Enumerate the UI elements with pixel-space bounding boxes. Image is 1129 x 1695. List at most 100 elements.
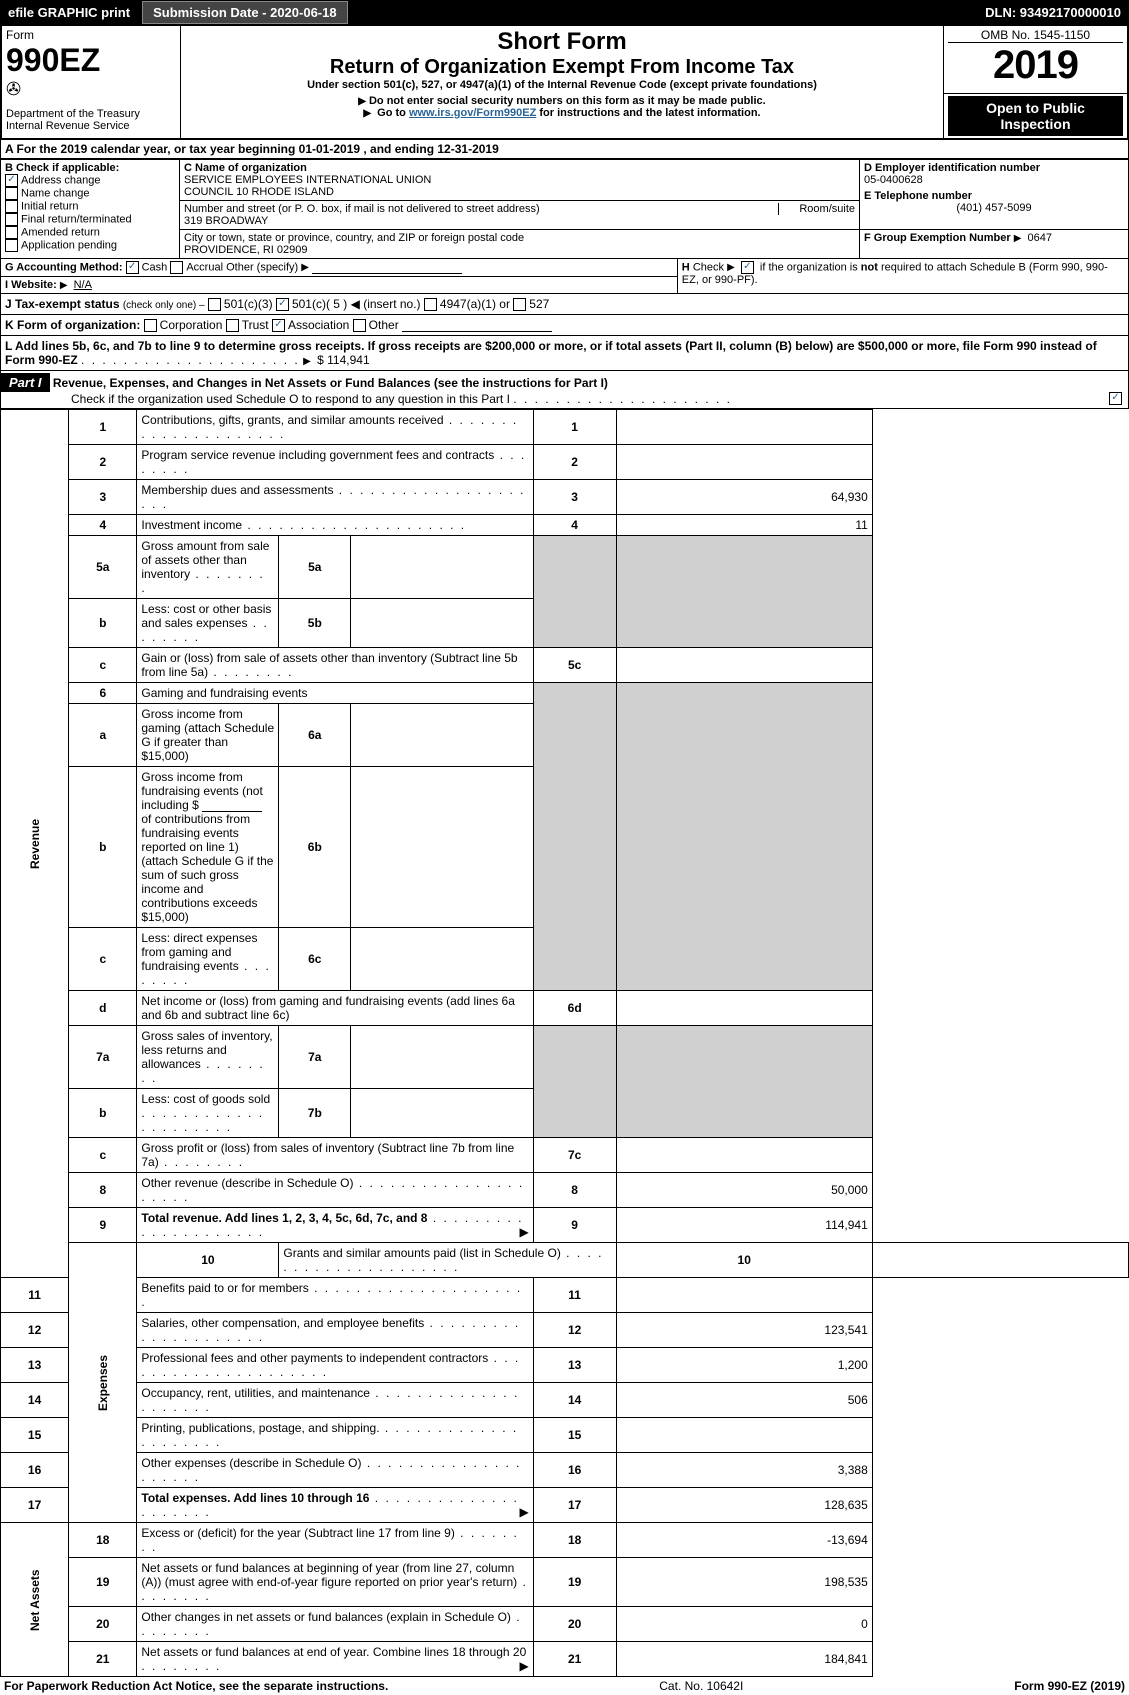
goto-pre: Go to <box>377 107 409 119</box>
row-no: 4 <box>69 515 137 536</box>
row-text: Other revenue (describe in Schedule O) <box>137 1173 533 1208</box>
org-name-2: COUNCIL 10 RHODE ISLAND <box>184 186 334 198</box>
row-text: Less: cost or other basis and sales expe… <box>137 599 279 648</box>
checkbox-icon <box>5 213 18 226</box>
check-app-pending[interactable]: Application pending <box>5 239 175 252</box>
j-4947: 4947(a)(1) or <box>440 297 510 311</box>
under-section-text: Under section 501(c), 527, or 4947(a)(1)… <box>185 79 939 91</box>
amount-cell: 114,941 <box>616 1208 872 1243</box>
goto-post: for instructions and the latest informat… <box>539 107 760 119</box>
row-no: c <box>69 928 137 991</box>
checkbox-icon[interactable] <box>126 261 139 274</box>
check-final-return[interactable]: Final return/terminated <box>5 213 175 226</box>
row-no: 1 <box>69 410 137 445</box>
line-ref: 11 <box>533 1278 616 1313</box>
amount-cell <box>616 991 872 1026</box>
row-text: Excess or (deficit) for the year (Subtra… <box>137 1523 533 1558</box>
expenses-side-label: Expenses <box>69 1243 137 1523</box>
checkbox-icon[interactable] <box>226 319 239 332</box>
check-name-change[interactable]: Name change <box>5 187 175 200</box>
contrib-input[interactable] <box>202 799 262 812</box>
dept-label: Department of the Treasury <box>6 108 176 120</box>
g-cash: Cash <box>142 261 168 273</box>
amount-cell: 506 <box>616 1383 872 1418</box>
checkbox-icon[interactable] <box>1109 392 1122 405</box>
row-text: Membership dues and assessments <box>137 480 533 515</box>
sub-amount-cell <box>351 536 533 599</box>
grey-cell <box>616 683 872 704</box>
short-form-title: Short Form <box>185 28 939 56</box>
checkbox-icon[interactable] <box>353 319 366 332</box>
section-a-tax-year: A For the 2019 calendar year, or tax yea… <box>0 140 1129 159</box>
return-title: Return of Organization Exempt From Incom… <box>185 56 939 79</box>
checkbox-icon[interactable] <box>513 298 526 311</box>
form-header-table: Form 990EZ ✇ Department of the Treasury … <box>0 24 1129 140</box>
room-label: Room/suite <box>778 203 855 215</box>
goto-arrow-icon <box>363 107 374 119</box>
line-ref: 3 <box>533 480 616 515</box>
sub-line-ref: 5a <box>279 536 351 599</box>
row-no: 10 <box>137 1243 279 1278</box>
amount-cell <box>616 1138 872 1173</box>
row-text: Gross income from fundraising events (no… <box>137 767 279 928</box>
h-check-word: Check <box>693 261 724 273</box>
open-public-cell: Open to Public Inspection <box>944 93 1129 139</box>
row-text: Investment income <box>137 515 533 536</box>
row-text: Benefits paid to or for members <box>137 1278 533 1313</box>
line-ref: 20 <box>533 1607 616 1642</box>
row-no: a <box>69 704 137 767</box>
row-no: 13 <box>1 1348 69 1383</box>
group-exemption-value: 0647 <box>1028 232 1052 244</box>
sub-line-ref: 6a <box>279 704 351 767</box>
k-other: Other <box>369 318 399 332</box>
line-k-row: K Form of organization: Corporation Trus… <box>0 315 1129 336</box>
arrow-icon <box>727 261 738 273</box>
g-accrual: Accrual <box>186 261 223 273</box>
row-text: Contributions, gifts, grants, and simila… <box>137 410 533 445</box>
phone-value: (401) 457-5099 <box>864 202 1124 214</box>
checkbox-icon[interactable] <box>208 298 221 311</box>
amount-cell: 184,841 <box>616 1642 872 1677</box>
checkbox-icon[interactable] <box>272 319 285 332</box>
checkbox-icon[interactable] <box>424 298 437 311</box>
sub-line-ref: 6b <box>279 767 351 928</box>
box-c-city-cell: City or town, state or province, country… <box>180 229 860 258</box>
checkbox-icon[interactable] <box>276 298 289 311</box>
top-bar: efile GRAPHIC print Submission Date - 20… <box>0 0 1129 24</box>
part1-header-row: Part I Revenue, Expenses, and Changes in… <box>0 371 1129 409</box>
k-other-input[interactable] <box>402 319 552 332</box>
g-other-input[interactable] <box>312 261 462 274</box>
box-b-cell: B Check if applicable: Address change Na… <box>1 159 180 258</box>
irs-link[interactable]: www.irs.gov/Form990EZ <box>409 107 536 119</box>
line-j-row: J Tax-exempt status (check only one) ‒ 5… <box>0 294 1129 315</box>
row-no: c <box>69 1138 137 1173</box>
check-amended[interactable]: Amended return <box>5 226 175 239</box>
row-no: 12 <box>1 1313 69 1348</box>
city-value: PROVIDENCE, RI 02909 <box>184 244 308 256</box>
amount-cell <box>616 445 872 480</box>
row-no: b <box>69 599 137 648</box>
h-text: if the organization is <box>760 261 861 273</box>
row-text: Total expenses. Add lines 10 through 16▶ <box>137 1488 533 1523</box>
form-number: 990EZ <box>6 42 176 79</box>
checkbox-icon <box>5 174 18 187</box>
org-name: SERVICE EMPLOYEES INTERNATIONAL UNION <box>184 174 431 186</box>
amount-cell <box>616 410 872 445</box>
line-j-label: J Tax-exempt status <box>5 297 120 311</box>
row-text: Gaming and fundraising events <box>137 683 533 704</box>
omb-number: OMB No. 1545-1150 <box>948 28 1123 43</box>
line-ref: 1 <box>533 410 616 445</box>
row-text: Gross amount from sale of assets other t… <box>137 536 279 599</box>
check-initial-return[interactable]: Initial return <box>5 200 175 213</box>
row-no: 6 <box>69 683 137 704</box>
form-id-cell: Form 990EZ ✇ Department of the Treasury … <box>1 25 181 139</box>
checkbox-icon[interactable] <box>170 261 183 274</box>
arrow-icon <box>1014 232 1025 244</box>
checkbox-icon[interactable] <box>144 319 157 332</box>
amount-cell <box>616 648 872 683</box>
row-no: b <box>69 767 137 928</box>
h-not: not <box>861 261 878 273</box>
line-ref: 5c <box>533 648 616 683</box>
check-address-change[interactable]: Address change <box>5 174 175 187</box>
checkbox-icon[interactable] <box>741 261 754 274</box>
